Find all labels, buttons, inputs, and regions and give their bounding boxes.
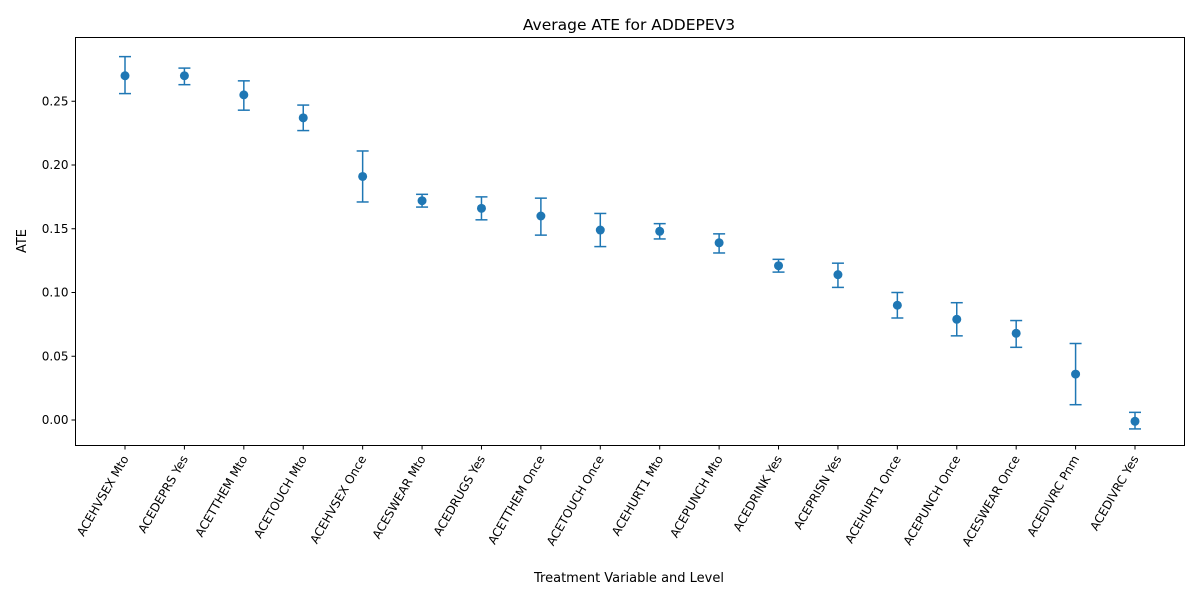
data-point-group (297, 104, 310, 132)
data-point-group (653, 222, 666, 240)
x-tick-label: ACEDRUGS Yes (431, 453, 488, 538)
data-point-group (1129, 411, 1141, 430)
y-axis: 0.00 0.05 0.10 0.15 0.20 0.25 (42, 94, 76, 427)
x-tick-label: ACEPUNCH Once (901, 453, 964, 548)
x-tick-label: ACEHURT1 Mto (609, 453, 666, 538)
data-point-group (1069, 342, 1082, 406)
data-point (1071, 369, 1081, 379)
data-point (892, 300, 902, 310)
series-ate (119, 55, 1141, 430)
x-tick-label: ACESWEAR Once (959, 453, 1022, 549)
data-point-group (475, 196, 488, 221)
data-point-group (772, 258, 785, 273)
y-tick-label: 0.00 (42, 413, 69, 427)
data-point (239, 90, 249, 100)
plot-frame (75, 37, 1185, 446)
data-point (774, 261, 784, 271)
data-point (714, 238, 724, 248)
x-tick-label: ACEDIVRC Pnm (1024, 453, 1082, 539)
y-tick-label: 0.25 (42, 94, 69, 108)
data-point-group (713, 233, 726, 254)
x-tick-label: ACEHVSEX Mto (74, 453, 132, 539)
data-point (298, 113, 308, 123)
y-tick-label: 0.10 (42, 286, 69, 300)
x-tick-label: ACESWEAR Mto (370, 453, 429, 541)
x-axis: ACEHVSEX Mto ACEDEPRS Yes ACETTHEM Mto ACET… (74, 445, 1142, 549)
chart-title: Average ATE for ADDEPEV3 (523, 16, 735, 34)
x-tick-label: ACEDIVRC Yes (1087, 453, 1141, 533)
x-tick-label: ACETTHEM Once (485, 453, 547, 547)
data-point (476, 203, 486, 213)
data-point-group (178, 67, 191, 86)
data-point (655, 226, 665, 236)
y-axis-label: ATE (15, 229, 30, 253)
data-point-group (119, 55, 131, 95)
data-point-group (416, 193, 429, 208)
x-tick-label: ACEHVSEX Once (307, 453, 369, 546)
data-point (952, 314, 962, 324)
data-point (179, 71, 189, 81)
x-tick-label: ACEPUNCH Mto (667, 453, 725, 540)
x-tick-label: ACETOUCH Once (544, 453, 607, 548)
data-point (417, 196, 427, 206)
data-point (536, 211, 546, 221)
data-point-group (594, 212, 607, 248)
data-point-group (831, 262, 844, 289)
data-point (833, 270, 843, 280)
data-point (595, 225, 605, 235)
data-point-group (950, 301, 963, 337)
data-point (1011, 328, 1021, 338)
data-point-group (891, 291, 904, 319)
x-tick-label: ACEHURT1 Once (842, 453, 904, 546)
x-tick-label: ACETTHEM Mto (193, 453, 251, 539)
y-tick-label: 0.20 (42, 158, 69, 172)
data-point (358, 171, 368, 181)
y-tick-label: 0.05 (42, 349, 69, 363)
x-tick-label: ACEPRISN Yes (791, 453, 845, 532)
x-tick-label: ACEDRINK Yes (730, 453, 785, 534)
x-tick-label: ACETOUCH Mto (251, 453, 310, 541)
y-tick-label: 0.15 (42, 222, 69, 236)
x-tick-label: ACEDEPRS Yes (135, 453, 191, 535)
data-point-group (534, 197, 547, 236)
x-axis-label: Treatment Variable and Level (533, 571, 724, 586)
data-point (120, 71, 130, 81)
data-point-group (237, 80, 250, 111)
data-point-group (356, 150, 369, 203)
data-point (1130, 416, 1140, 426)
data-point-group (1010, 319, 1023, 349)
